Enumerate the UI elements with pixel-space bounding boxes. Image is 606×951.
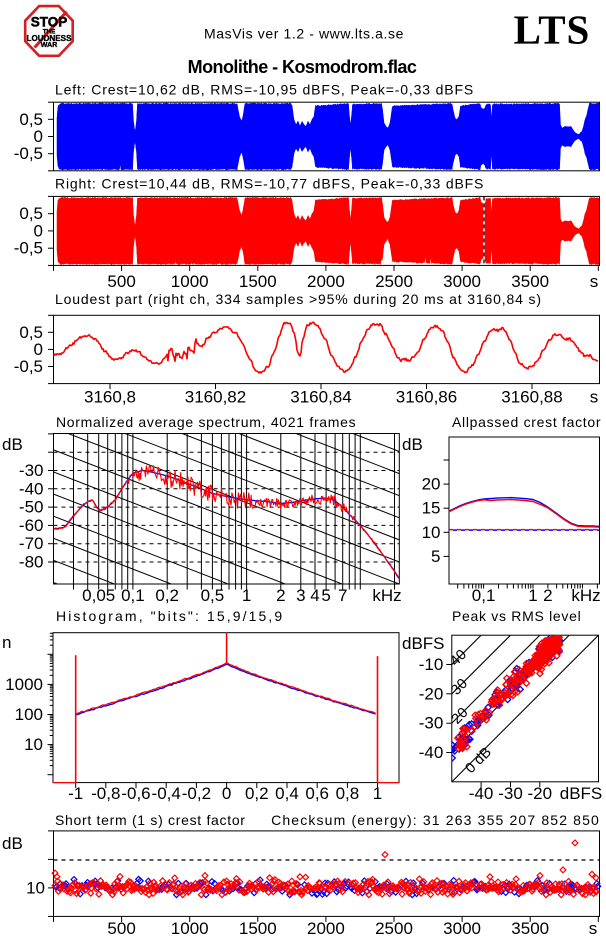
svg-text:kHz: kHz: [372, 586, 401, 605]
svg-text:3500: 3500: [511, 272, 549, 291]
svg-text:Peak vs RMS level: Peak vs RMS level: [452, 608, 581, 624]
svg-text:0,8: 0,8: [336, 784, 360, 803]
svg-text:Histogram, "bits": 15,9/15,9: Histogram, "bits": 15,9/15,9: [56, 608, 284, 624]
svg-text:1000: 1000: [171, 919, 209, 938]
svg-text:0: 0: [34, 127, 43, 146]
svg-text:LTS: LTS: [514, 7, 591, 53]
svg-text:7: 7: [338, 586, 347, 605]
svg-text:Right: Crest=10,44 dB, RMS=-10: Right: Crest=10,44 dB, RMS=-10,77 dBFS, …: [55, 176, 484, 192]
svg-text:-30: -30: [498, 784, 523, 803]
svg-text:0: 0: [34, 221, 43, 240]
svg-text:0,5: 0,5: [19, 110, 43, 129]
svg-text:dB: dB: [402, 435, 423, 454]
svg-text:1: 1: [242, 586, 251, 605]
svg-text:2500: 2500: [375, 272, 413, 291]
svg-text:Monolithe - Kosmodrom.flac: Monolithe - Kosmodrom.flac: [188, 57, 417, 77]
svg-text:Left: Crest=10,62 dB, RMS=-10,: Left: Crest=10,62 dB, RMS=-10,95 dBFS, P…: [55, 82, 474, 98]
svg-text:1500: 1500: [239, 272, 277, 291]
svg-text:15: 15: [422, 499, 441, 518]
svg-text:-0,5: -0,5: [14, 239, 43, 258]
svg-text:MasVis ver 1.2 - www.lts.a.se: MasVis ver 1.2 - www.lts.a.se: [204, 26, 404, 42]
svg-text:s: s: [590, 388, 599, 407]
svg-text:0,2: 0,2: [155, 586, 179, 605]
svg-text:2: 2: [276, 586, 285, 605]
svg-text:0,5: 0,5: [19, 204, 43, 223]
svg-text:-40: -40: [469, 784, 494, 803]
svg-text:2: 2: [543, 586, 552, 605]
svg-text:3000: 3000: [443, 919, 481, 938]
svg-text:5: 5: [321, 586, 330, 605]
svg-text:dBFS: dBFS: [560, 784, 603, 803]
svg-text:-40: -40: [19, 479, 44, 498]
svg-text:1000: 1000: [5, 675, 43, 694]
svg-text:-0,4: -0,4: [152, 784, 181, 803]
svg-text:-0,5: -0,5: [14, 357, 43, 376]
svg-text:10: 10: [26, 878, 45, 897]
svg-text:2000: 2000: [307, 272, 345, 291]
svg-text:Loudest part (right ch, 334 sa: Loudest part (right ch, 334 samples >95%…: [55, 291, 542, 307]
svg-text:-10: -10: [419, 655, 444, 674]
svg-text:dBFS: dBFS: [402, 634, 445, 653]
svg-text:2000: 2000: [307, 919, 345, 938]
svg-text:1: 1: [373, 784, 382, 803]
svg-text:kHz: kHz: [571, 586, 600, 605]
svg-text:-30: -30: [19, 461, 44, 480]
svg-text:0,1: 0,1: [472, 586, 496, 605]
svg-text:Short term (1 s) crest factor: Short term (1 s) crest factor: [55, 812, 246, 828]
svg-text:100: 100: [15, 705, 43, 724]
svg-text:0,4: 0,4: [275, 784, 299, 803]
svg-text:-40: -40: [419, 743, 444, 762]
svg-text:-1: -1: [68, 784, 83, 803]
svg-text:3000: 3000: [443, 272, 481, 291]
svg-text:500: 500: [107, 919, 135, 938]
svg-text:3500: 3500: [511, 919, 549, 938]
svg-text:dB: dB: [2, 435, 23, 454]
svg-text:3160,88: 3160,88: [501, 388, 562, 407]
svg-text:Allpassed crest factor: Allpassed crest factor: [452, 414, 601, 430]
svg-text:2500: 2500: [375, 919, 413, 938]
svg-text:0,1: 0,1: [121, 586, 145, 605]
svg-text:4: 4: [310, 586, 319, 605]
svg-text:-60: -60: [19, 516, 44, 535]
svg-text:-0,2: -0,2: [182, 784, 211, 803]
svg-text:0,05: 0,05: [82, 586, 115, 605]
svg-text:3160,82: 3160,82: [185, 388, 246, 407]
svg-text:-70: -70: [19, 534, 44, 553]
svg-text:3160,8: 3160,8: [84, 388, 136, 407]
svg-text:-30: -30: [419, 714, 444, 733]
svg-text:STOP: STOP: [31, 14, 68, 29]
svg-text:s: s: [590, 272, 599, 291]
svg-text:WAR: WAR: [41, 40, 59, 49]
svg-text:-0,8: -0,8: [91, 784, 120, 803]
svg-text:3160,86: 3160,86: [396, 388, 457, 407]
svg-text:500: 500: [107, 272, 135, 291]
svg-text:3: 3: [296, 586, 305, 605]
svg-text:0,5: 0,5: [201, 586, 225, 605]
svg-text:0,6: 0,6: [305, 784, 329, 803]
svg-text:-0,6: -0,6: [121, 784, 150, 803]
svg-text:1500: 1500: [239, 919, 277, 938]
svg-text:-20: -20: [419, 684, 444, 703]
svg-text:1000: 1000: [171, 272, 209, 291]
svg-text:-0,5: -0,5: [14, 144, 43, 163]
svg-text:5: 5: [431, 547, 440, 566]
svg-text:3160,84: 3160,84: [290, 388, 351, 407]
svg-text:10: 10: [24, 735, 43, 754]
svg-text:Checksum (energy): 31 263 355: Checksum (energy): 31 263 355 207 852 85…: [271, 812, 600, 828]
svg-text:n: n: [2, 633, 11, 652]
svg-text:1: 1: [528, 586, 537, 605]
svg-text:-80: -80: [19, 553, 44, 572]
svg-text:20: 20: [422, 475, 441, 494]
svg-text:0: 0: [222, 784, 231, 803]
svg-text:s: s: [589, 919, 598, 938]
svg-text:10: 10: [422, 523, 441, 542]
svg-text:-50: -50: [19, 498, 44, 517]
svg-text:-20: -20: [528, 784, 553, 803]
svg-text:Normalized average spectrum, 4: Normalized average spectrum, 4021 frames: [56, 414, 356, 430]
svg-text:0,2: 0,2: [245, 784, 269, 803]
svg-text:dB: dB: [2, 834, 23, 853]
